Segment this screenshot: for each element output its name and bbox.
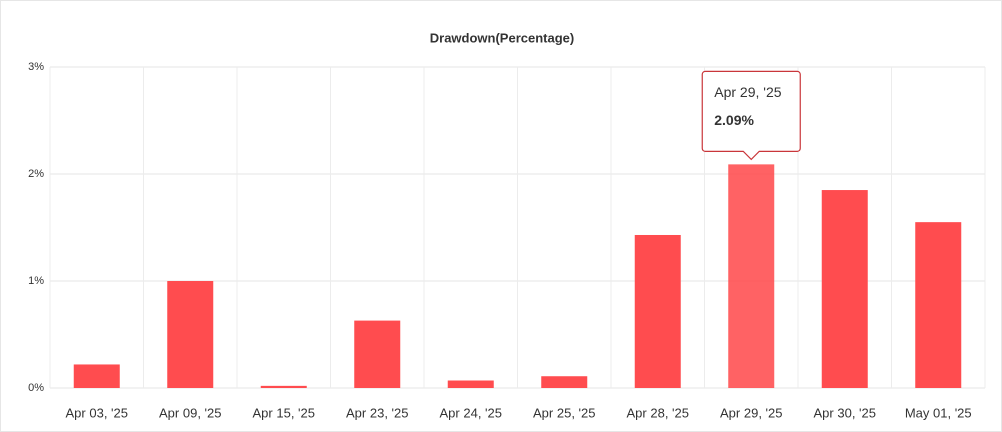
bar	[354, 320, 401, 388]
tooltip: Apr 29, '25 2.09%	[701, 70, 801, 161]
chart-title: Drawdown(Percentage)	[430, 30, 574, 45]
y-tick-label: 1%	[28, 275, 44, 287]
x-tick-label: Apr 29, '25	[720, 405, 782, 420]
y-tick-label: 3%	[28, 61, 44, 73]
bar	[73, 364, 120, 388]
bar	[260, 385, 307, 388]
x-tick-label: Apr 03, '25	[66, 405, 128, 420]
bar	[821, 190, 868, 388]
y-tick-label: 0%	[28, 382, 44, 394]
tooltip-value: 2.09%	[714, 112, 754, 128]
x-tick-label: Apr 15, '25	[253, 405, 315, 420]
y-tick-label: 2%	[28, 168, 44, 180]
bar	[728, 164, 775, 388]
bar	[915, 222, 962, 388]
x-tick-label: Apr 09, '25	[159, 405, 221, 420]
x-tick-label: Apr 25, '25	[533, 405, 595, 420]
x-tick-label: Apr 28, '25	[627, 405, 689, 420]
bar	[167, 281, 214, 388]
x-tick-label: Apr 30, '25	[814, 405, 876, 420]
bar	[634, 234, 681, 388]
tooltip-box	[701, 70, 801, 161]
x-tick-label: Apr 23, '25	[346, 405, 408, 420]
tooltip-title: Apr 29, '25	[714, 84, 781, 100]
x-tick-label: May 01, '25	[905, 405, 972, 420]
bar	[447, 380, 494, 388]
bar	[541, 376, 588, 388]
x-tick-label: Apr 24, '25	[440, 405, 502, 420]
